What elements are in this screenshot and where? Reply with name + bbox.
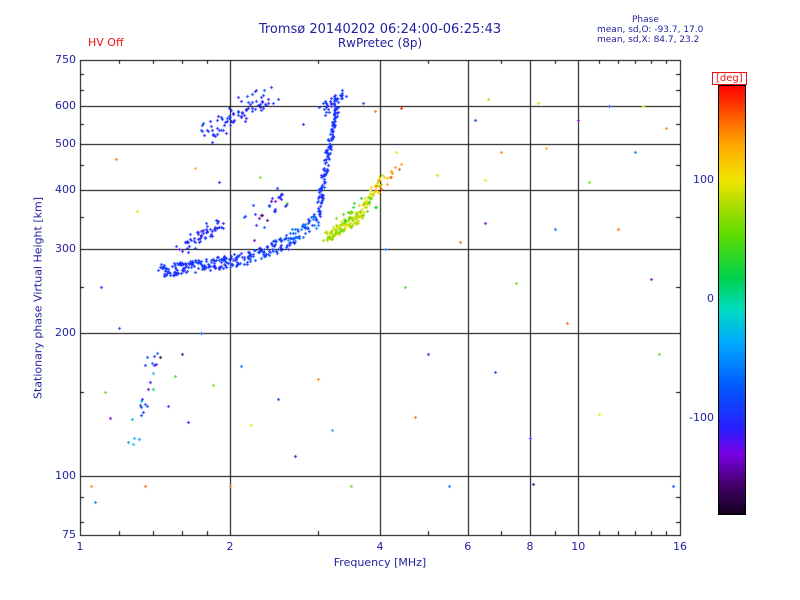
plot-subtitle: RwPretec (8p) [337, 36, 423, 50]
ytick: 600 [55, 99, 76, 113]
x-axis-label: Frequency [MHz] [333, 556, 427, 569]
ytick: 300 [55, 242, 76, 256]
ytick: 750 [55, 53, 76, 66]
xtick: 10 [571, 540, 586, 553]
xtick: 4 [376, 540, 384, 553]
mean-sd-x-label: mean, sd,X: 84.7, 23.2 [597, 35, 700, 45]
ctick: -100 [689, 410, 714, 424]
xtick: 8 [526, 540, 534, 553]
phase-stats-title: Phase [632, 15, 659, 25]
ctick: 0 [707, 292, 714, 305]
mean-sd-o-label: mean, sd,O: -93.7, 17.0 [597, 25, 704, 35]
ytick: 400 [55, 182, 76, 196]
ytick: 75 [62, 528, 76, 541]
xtick: 1 [76, 540, 84, 553]
hv-status-label: HV Off [88, 36, 124, 49]
ytick: 100 [55, 468, 76, 482]
xtick: 16 [673, 540, 687, 553]
xtick: 6 [464, 540, 472, 553]
plot-title: Tromsø 20140202 06:24:00-06:25:43 [258, 22, 502, 37]
ytick: 500 [55, 136, 76, 150]
y-axis-label: Stationary phase Virtual Height [km] [31, 196, 45, 400]
ytick: 200 [55, 325, 76, 339]
colorbar [718, 85, 746, 515]
ctick: 100 [693, 173, 714, 187]
colorbar-title: [deg] [712, 72, 747, 85]
xtick: 2 [226, 540, 234, 553]
